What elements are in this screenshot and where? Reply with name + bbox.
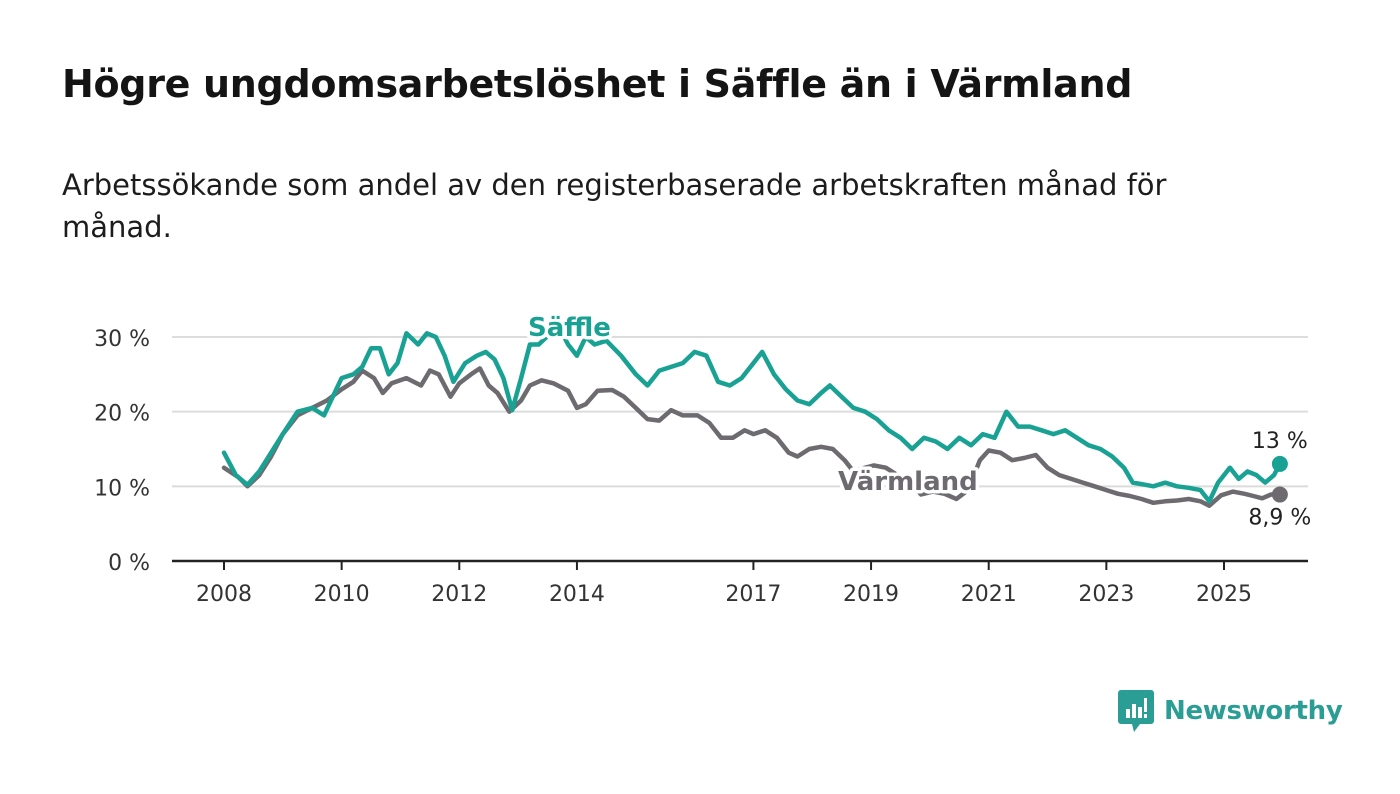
end-value-label-saffle: 13 % — [1252, 429, 1308, 454]
brand-logo[interactable]: Newsworthy — [1118, 690, 1343, 732]
y-tick-label: 20 % — [94, 402, 150, 427]
x-tick-label: 2023 — [1078, 582, 1134, 607]
series-line-vrmland — [221, 366, 1283, 508]
series-endpoint-sffle — [1271, 455, 1288, 472]
series-endpoint-vrmland — [1271, 486, 1288, 503]
chart-title: Högre ungdomsarbetslöshet i Säffle än i … — [62, 62, 1133, 106]
chart-speech-bubble-icon — [1118, 690, 1154, 732]
y-tick-label: 0 % — [108, 551, 150, 576]
x-tick-label: 2017 — [725, 582, 781, 607]
series-labels: Säffle Värmland 13 % 8,9 % — [525, 310, 1314, 534]
x-tick-label: 2021 — [961, 582, 1017, 607]
x-tick-label: 2012 — [431, 582, 487, 607]
y-tick-label: 30 % — [94, 327, 150, 352]
x-tick-label: 2014 — [549, 582, 605, 607]
series-label-saffle: Säffle — [528, 313, 611, 343]
x-tick-label: 2010 — [314, 582, 370, 607]
x-tick-label: 2025 — [1196, 582, 1252, 607]
x-tick-label: 2008 — [196, 582, 252, 607]
y-tick-label: 10 % — [94, 476, 150, 501]
brand-name: Newsworthy — [1164, 696, 1343, 726]
series-label-varmland: Värmland — [838, 467, 978, 497]
gridlines — [172, 336, 1308, 488]
x-tick-label: 2019 — [843, 582, 899, 607]
chart-subtitle: Arbetssökande som andel av den registerb… — [62, 168, 1167, 244]
axes: 0 % 10 % 20 % 30 % 2008 2010 2012 2014 2017 2019 2… — [94, 327, 1308, 607]
end-value-label-varmland: 8,9 % — [1248, 506, 1311, 531]
series-line-sffle — [221, 325, 1283, 504]
series-lines — [221, 325, 1288, 508]
